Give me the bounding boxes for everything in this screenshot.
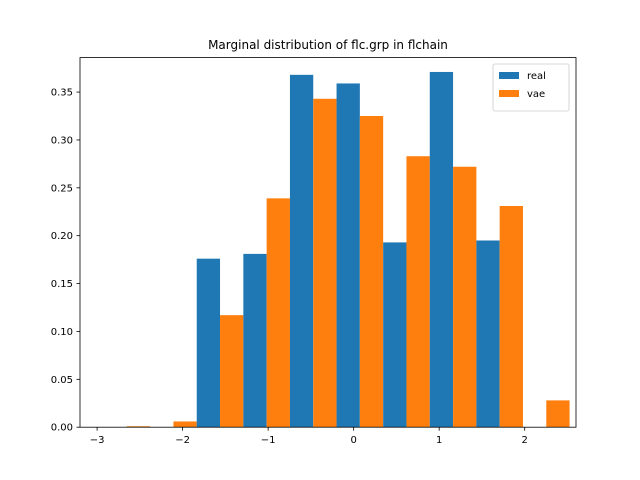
y-tick-label: 0.00 (51, 423, 73, 434)
bar-real (429, 71, 454, 428)
x-axis: −3 −2 −1 0 1 2 (90, 427, 528, 446)
bar-vae (266, 198, 290, 428)
y-tick-label: 0.10 (51, 327, 73, 338)
legend-label-vae: vae (527, 89, 545, 100)
legend-label-real: real (527, 71, 546, 82)
y-tick-label: 0.20 (51, 231, 73, 242)
x-tick-label: −2 (175, 435, 190, 446)
bar-vae (499, 206, 523, 428)
bar-vae (546, 400, 570, 428)
bar-real (476, 240, 500, 428)
y-tick-label: 0.30 (51, 135, 73, 146)
bars-group (126, 71, 570, 428)
bar-real (196, 258, 221, 428)
bar-vae (220, 315, 244, 428)
bar-real (336, 83, 360, 428)
bar-vae (126, 426, 151, 428)
bar-vae (453, 166, 477, 428)
x-tick-label: 0 (350, 435, 356, 446)
y-tick-label: 0.15 (51, 279, 73, 290)
legend-swatch-real (499, 72, 519, 79)
y-tick-label: 0.05 (51, 375, 73, 386)
plot-frame (79, 57, 577, 428)
bar-vae (313, 98, 337, 428)
bar-real (383, 242, 407, 428)
bar-real (243, 253, 267, 428)
y-tick-label: 0.35 (51, 88, 73, 99)
x-tick-label: −3 (90, 435, 105, 446)
bar-vae (406, 156, 430, 428)
chart-title: Marginal distribution of flc.grp in flch… (208, 38, 448, 52)
x-tick-label: 2 (522, 435, 528, 446)
x-tick-label: 1 (436, 435, 442, 446)
y-tick-label: 0.25 (51, 183, 73, 194)
bar-vae (173, 421, 197, 428)
legend: real vae (492, 63, 570, 112)
x-tick-label: −1 (261, 435, 276, 446)
legend-swatch-vae (499, 90, 519, 97)
y-axis: 0.00 0.05 0.10 0.15 0.20 0.25 0.30 0.35 (51, 88, 80, 434)
bar-vae (359, 116, 384, 428)
bar-real (289, 74, 314, 428)
